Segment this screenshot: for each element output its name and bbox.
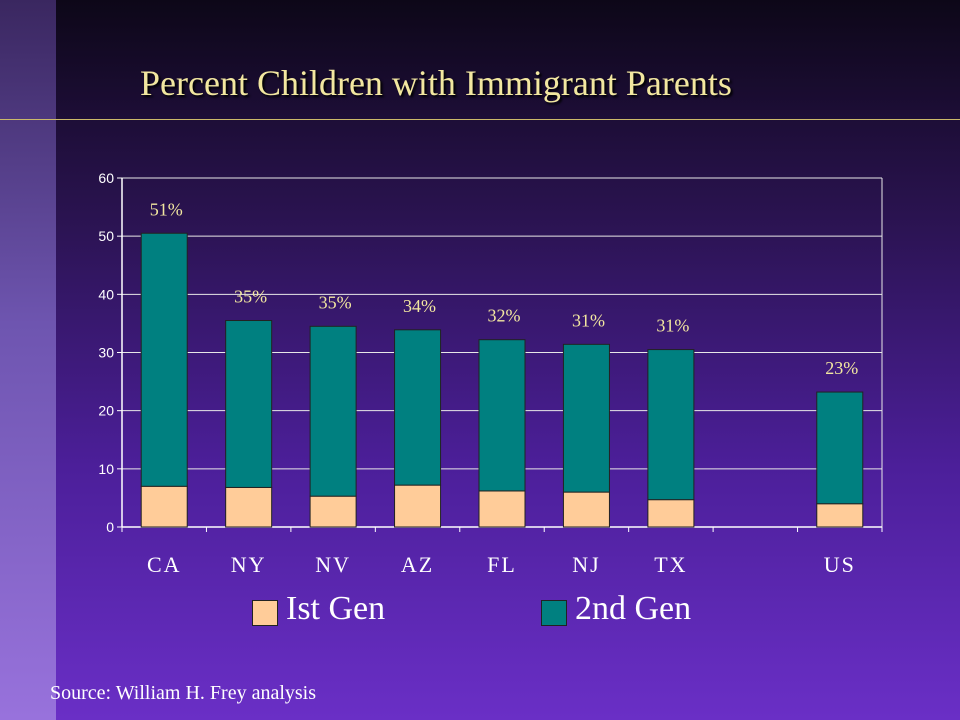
y-tick-label: 50 (98, 228, 114, 244)
y-tick-label: 20 (98, 403, 114, 419)
x-category-label: US (824, 552, 856, 577)
x-category-label: CA (147, 552, 182, 577)
chart-title: Percent Children with Immigrant Parents (140, 63, 732, 103)
bar-second-gen (562, 343, 610, 493)
data-label: 34% (403, 296, 436, 316)
x-category-label: AZ (401, 552, 434, 577)
legend-label-second-gen: 2nd Gen (575, 590, 692, 627)
y-tick-label: 10 (98, 461, 114, 477)
bar-second-gen (394, 329, 442, 486)
bar-second-gen (478, 339, 526, 492)
legend-label-first-gen: Ist Gen (286, 590, 386, 627)
x-category-label: NJ (572, 552, 600, 577)
x-category-label: NY (231, 552, 267, 577)
bar-second-gen (309, 325, 357, 497)
title-divider (0, 119, 960, 120)
bar-first-gen (225, 486, 273, 528)
y-tick-label: 60 (98, 170, 114, 186)
data-label: 31% (572, 310, 605, 330)
bar-first-gen (309, 495, 357, 528)
source-note: Source: William H. Frey analysis (50, 682, 317, 704)
bar-first-gen (140, 485, 188, 528)
bar-second-gen (816, 391, 864, 505)
bar-first-gen (562, 491, 610, 528)
legend-swatch-second-gen (541, 600, 567, 626)
bar-first-gen (478, 490, 526, 528)
data-label: 23% (825, 358, 858, 378)
data-label: 31% (656, 316, 689, 336)
y-tick-label: 30 (98, 345, 114, 361)
x-category-label: FL (487, 552, 517, 577)
data-label: 51% (150, 199, 183, 219)
bar-second-gen (225, 320, 273, 488)
y-tick-label: 40 (98, 286, 114, 302)
data-label: 35% (234, 287, 267, 307)
bar-second-gen (647, 349, 695, 501)
y-tick-label: 0 (106, 519, 114, 535)
legend-swatch-first-gen (252, 600, 278, 626)
bar-first-gen (816, 503, 864, 528)
data-label: 32% (488, 306, 521, 326)
x-category-label: TX (654, 552, 687, 577)
bar-first-gen (394, 484, 442, 528)
x-category-label: NV (315, 552, 351, 577)
bar-second-gen (140, 232, 188, 487)
left-accent-strip (0, 0, 56, 720)
bar-first-gen (647, 499, 695, 528)
data-label: 35% (319, 292, 352, 312)
